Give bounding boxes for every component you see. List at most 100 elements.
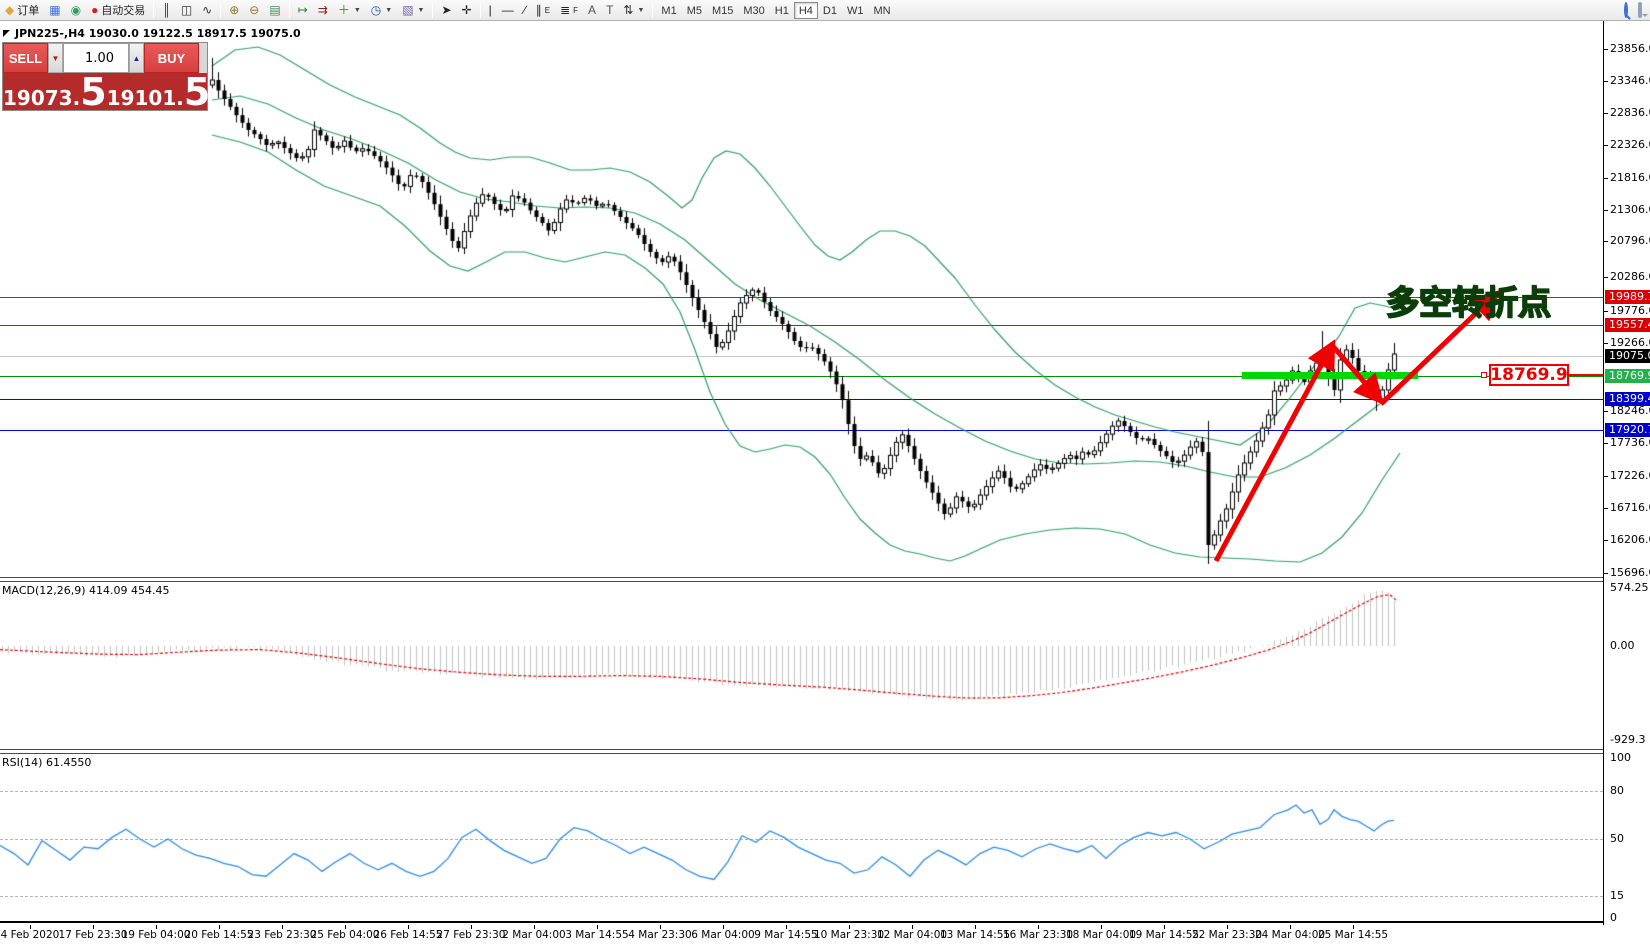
buy-price[interactable]: 19101. 5 [106,69,211,114]
crosshair-button[interactable]: ✛ [457,1,477,20]
time-tick [1227,925,1228,929]
candlestick-button[interactable]: ◫ [176,1,197,20]
zoom-in-button[interactable]: ⊕ [224,1,244,20]
price-axis-label: 23856.0 [1610,42,1650,55]
time-tick [345,925,346,929]
price-axis-label: 19776.0 [1610,304,1650,317]
horizontal-line-button[interactable]: — [497,1,519,20]
axis-tick [1604,277,1608,278]
timeframe-m30-button[interactable]: M30 [743,4,765,17]
templates-button[interactable]: ▧ ▼ [397,1,429,20]
text-label-button[interactable]: T [601,1,618,20]
time-tick [723,925,724,929]
price-axis[interactable]: 23856.0 23346.0 22836.0 22326.0 21816.0 21306… [1603,21,1650,925]
time-tick [534,925,535,929]
chevron-down-icon[interactable]: ▼ [385,6,393,14]
market-watch-icon-icon: ▦ [49,2,61,17]
indicators-icon: ＋ [337,2,350,17]
new-order-button[interactable]: ◆ 订单 [0,1,44,20]
auto-trading-icon: ● [91,2,99,17]
market-watch-icon[interactable]: ▦ [44,1,65,20]
rsi-pane: RSI(14) 61.4550 [0,754,1603,923]
axis-tick [1604,343,1608,344]
chat-icon[interactable] [1638,2,1642,18]
auto-scroll-button[interactable]: ↦ [293,1,313,20]
equidistant-channel-button[interactable]: ∥ E [531,1,555,20]
price-axis-label: 18246.0 [1610,404,1650,417]
auto-scroll-icon: ↦ [297,2,308,17]
icon-subscript: F [573,5,579,15]
rsi-label: RSI(14) 61.4550 [2,756,92,769]
text-icon: A [588,2,597,17]
periods-icon: ◷ [370,2,382,17]
sell-button[interactable]: SELL [3,43,48,73]
price-tag-anchor-square [1481,372,1487,378]
icon-subscript: E [544,5,551,15]
vertical-line-icon: | [488,2,492,17]
timeframe-h4-button[interactable]: H4 [793,1,818,19]
rsi-axis-label: 50 [1610,832,1624,845]
toolbar-separator [153,2,155,18]
fibonacci-button[interactable]: ≣ F [555,1,583,20]
time-tick [1164,925,1165,929]
volume-decrease-button[interactable]: ▼ [48,43,63,73]
sell-price[interactable]: 19073. 5 [3,69,107,114]
rsi-canvas [0,754,1603,921]
time-axis-label: 23 Feb 23:30 [247,929,317,941]
chevron-down-icon[interactable]: ▼ [353,6,361,14]
time-axis-label: 16 Mar 23:30 [1002,929,1074,941]
cursor-button[interactable]: ➤ [436,1,456,20]
new-order-button-label: 订单 [17,5,40,17]
turning-point-annotation: 多空转折点 [1385,282,1552,323]
buy-button[interactable]: BUY [144,43,199,73]
trendline-button[interactable]: ∕ [519,1,531,20]
chart-shift-button[interactable]: ⇉ [313,1,333,20]
line-chart-button[interactable]: ∿ [197,1,217,20]
volume-increase-button[interactable]: ▲ [129,43,144,73]
axis-tick [1604,540,1608,541]
time-axis-label: 22 Mar 23:30 [1191,929,1263,941]
templates-icon: ▧ [402,2,414,17]
periods-button[interactable]: ◷ ▼ [366,1,397,20]
auto-trading-button[interactable]: ● 自动交易 [86,1,150,20]
price-axis-label: 15696.0 [1610,566,1650,579]
chevron-down-icon[interactable]: ▼ [637,6,645,14]
vertical-line-button[interactable]: | [484,1,497,20]
price-axis-label: 22326.0 [1610,138,1650,151]
arrows-button[interactable]: ⇅ ▼ [618,1,649,20]
search-icon[interactable] [1624,2,1628,18]
price-badge-17920.7: 17920.7 [1605,423,1650,437]
price-badge-19989.7: 19989.7 [1605,290,1650,304]
time-axis-label: 25 Feb 04:00 [310,929,380,941]
price-axis-label: 16206.0 [1610,533,1650,546]
time-axis-label: 3 Mar 14:55 [565,929,629,941]
time-axis-label: 10 Mar 23:30 [813,929,885,941]
line-chart-icon: ∿ [202,2,213,17]
timeframe-h1-button[interactable]: H1 [774,4,789,17]
axis-tick [1604,411,1608,412]
support-band-annotation [1242,372,1418,379]
pane-splitter-2[interactable] [0,749,1650,754]
indicators-button[interactable]: ＋ ▼ [333,1,366,20]
tile-windows-button[interactable]: ▤ [264,1,285,20]
timeframe-m1-button[interactable]: M1 [661,4,677,17]
timeframe-d1-button[interactable]: D1 [822,4,837,17]
timeframe-m5-button[interactable]: M5 [686,4,702,17]
volume-input[interactable] [63,43,129,73]
pane-splitter[interactable] [0,577,1650,582]
timeframe-mn-button[interactable]: MN [873,4,891,17]
signals-icon[interactable]: ◉ [66,1,86,20]
zoom-out-button[interactable]: ⊖ [244,1,264,20]
timeframe-m15-button[interactable]: M15 [711,4,734,17]
price-axis-label: 21306.0 [1610,203,1650,216]
time-tick [1101,925,1102,929]
time-axis[interactable]: 4 Feb 2020 17 Feb 23:30 19 Feb 04:00 20 Feb… [0,925,1650,944]
timeframe-w1-button[interactable]: W1 [846,4,864,17]
price-badge-19557.4: 19557.4 [1605,318,1650,332]
macd-axis-label: 0.00 [1610,639,1635,652]
chevron-down-icon[interactable]: ▼ [417,6,425,14]
text-button[interactable]: A [583,1,601,20]
timeframe-toolbar: M1 M5 M15 M30 H1 H4 D1 W1 MN [656,1,895,19]
bar-chart-button[interactable]: ║ [157,1,176,20]
